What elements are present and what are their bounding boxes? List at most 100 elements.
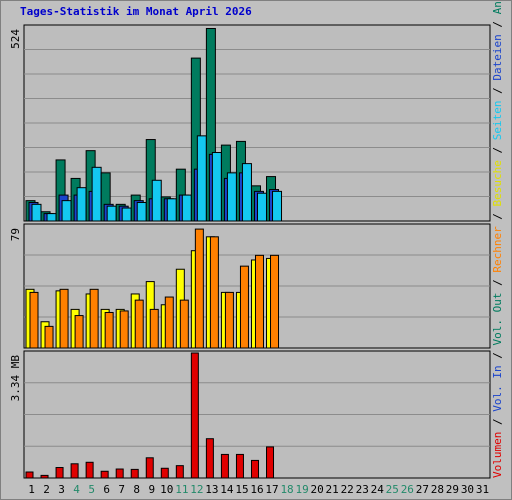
legend-entry-vol-in: Vol. In (491, 365, 504, 411)
bar-seiten-day-4 (76, 187, 87, 222)
bar-volumen-day-11 (175, 465, 184, 479)
x-tick-label-day-5: 5 (88, 483, 95, 496)
x-axis-day-labels: 1 2 3 4 5 6 7 8 9 10 11 12 13 14 15 16 17 18 19 20 21 22 23 24 2… (28, 483, 489, 496)
bar-seiten-day-7 (121, 207, 132, 222)
x-tick-label-day-1: 1 (28, 483, 35, 496)
x-tick-label-day-30: 30 (461, 483, 474, 496)
bar-volumen-day-7 (115, 468, 124, 479)
bar-seiten-day-8 (136, 201, 147, 222)
bar-rechner-day-2 (44, 325, 54, 349)
bar-rechner-day-12 (194, 228, 204, 349)
legend-entry-rechner: Rechner (491, 226, 504, 273)
legend-separator: / (491, 273, 504, 293)
x-tick-label-day-4: 4 (73, 483, 80, 496)
bar-seiten-day-3 (61, 200, 72, 222)
bar-seiten-day-17 (272, 190, 283, 222)
bar-volumen-day-12 (190, 352, 199, 479)
y-max-label-visits: 79 (9, 228, 22, 241)
x-tick-label-day-13: 13 (205, 483, 218, 496)
bar-rechner-day-16 (254, 254, 264, 349)
bar-rechner-day-11 (179, 299, 189, 349)
legend-entry-besuche: Besuche (491, 160, 504, 206)
bar-seiten-day-5 (91, 166, 102, 222)
legend-entry-anfragen: Anfragen (491, 0, 504, 14)
bar-volumen-day-3 (55, 467, 64, 479)
x-tick-label-day-3: 3 (58, 483, 65, 496)
bar-rechner-day-7 (119, 310, 129, 349)
x-tick-label-day-25: 25 (386, 483, 399, 496)
bar-seiten-day-2 (46, 213, 57, 222)
bar-rechner-day-1 (29, 291, 39, 349)
legend-separator: / (491, 14, 504, 34)
legend-separator: / (491, 140, 504, 160)
bar-rechner-day-10 (164, 296, 174, 349)
bar-rechner-day-3 (59, 288, 69, 349)
x-tick-label-day-2: 2 (43, 483, 50, 496)
bar-seiten-day-14 (226, 172, 237, 222)
bar-seiten-day-9 (151, 179, 162, 222)
bar-seiten-day-1 (31, 203, 42, 222)
bar-seiten-day-6 (106, 205, 117, 222)
right-legend-text: Volumen / Vol. In / Vol. Out / Rechner /… (491, 0, 504, 478)
legend-separator: / (491, 206, 504, 226)
x-tick-label-day-14: 14 (220, 483, 234, 496)
bar-rechner-day-5 (89, 288, 99, 349)
right-legend: Volumen / Vol. In / Vol. Out / Rechner /… (491, 0, 504, 478)
bar-volumen-day-15 (235, 453, 244, 479)
bar-volumen-day-6 (100, 470, 109, 479)
x-tick-label-day-26: 26 (401, 483, 414, 496)
bar-rechner-day-14 (224, 291, 234, 349)
bar-seiten-day-15 (241, 163, 252, 222)
chart-panels: 524 79 3.34 MB (9, 24, 491, 479)
legend-entry-volumen: Volumen (491, 432, 504, 478)
bar-rechner-day-15 (239, 265, 249, 349)
bar-seiten-day-16 (256, 192, 267, 222)
panel-volume: 3.34 MB (9, 350, 491, 479)
bar-volumen-day-4 (70, 463, 79, 479)
bar-volumen-day-17 (266, 446, 275, 479)
bar-rechner-day-6 (104, 311, 114, 349)
legend-entry-dateien: Dateien (491, 34, 504, 80)
x-tick-label-day-27: 27 (416, 483, 429, 496)
legend-entry-vol-out: Vol. Out (491, 293, 504, 346)
bar-volumen-day-8 (130, 468, 139, 479)
x-tick-label-day-20: 20 (311, 483, 324, 496)
bar-seiten-day-13 (211, 152, 222, 222)
bar-rechner-day-9 (149, 308, 159, 349)
y-max-label-volume: 3.34 MB (9, 355, 22, 402)
x-tick-label-day-28: 28 (431, 483, 444, 496)
panel-hits: 524 (9, 24, 491, 222)
y-max-label-hits: 524 (9, 29, 22, 49)
x-tick-label-day-16: 16 (250, 483, 263, 496)
bar-rechner-day-4 (74, 315, 84, 349)
x-tick-label-day-10: 10 (160, 483, 173, 496)
x-tick-label-day-29: 29 (446, 483, 459, 496)
legend-entry-seiten: Seiten (491, 100, 504, 140)
bar-seiten-day-11 (181, 194, 192, 222)
bar-seiten-day-12 (196, 135, 207, 222)
bar-rechner-day-13 (209, 236, 219, 349)
panel-visits: 79 (9, 223, 491, 349)
x-tick-label-day-15: 15 (235, 483, 248, 496)
x-tick-label-day-21: 21 (326, 483, 339, 496)
legend-separator: / (491, 346, 504, 366)
x-tick-label-day-8: 8 (133, 483, 140, 496)
bar-volumen-day-9 (145, 457, 154, 479)
x-tick-label-day-7: 7 (118, 483, 125, 496)
bar-volumen-day-2 (40, 474, 49, 479)
bar-volumen-day-16 (250, 459, 259, 479)
x-tick-label-day-6: 6 (103, 483, 110, 496)
bar-rechner-day-17 (270, 254, 280, 349)
x-tick-label-day-19: 19 (295, 483, 308, 496)
bar-volumen-day-1 (25, 471, 34, 479)
x-tick-label-day-22: 22 (341, 483, 354, 496)
x-tick-label-day-17: 17 (265, 483, 278, 496)
bar-rechner-day-8 (134, 299, 144, 349)
x-tick-label-day-23: 23 (356, 483, 369, 496)
x-tick-label-day-24: 24 (371, 483, 385, 496)
chart-title: Tages-Statistik im Monat April 2026 (20, 5, 252, 18)
x-tick-label-day-18: 18 (280, 483, 293, 496)
bar-seiten-day-10 (166, 198, 177, 222)
bar-volumen-day-14 (220, 453, 229, 479)
